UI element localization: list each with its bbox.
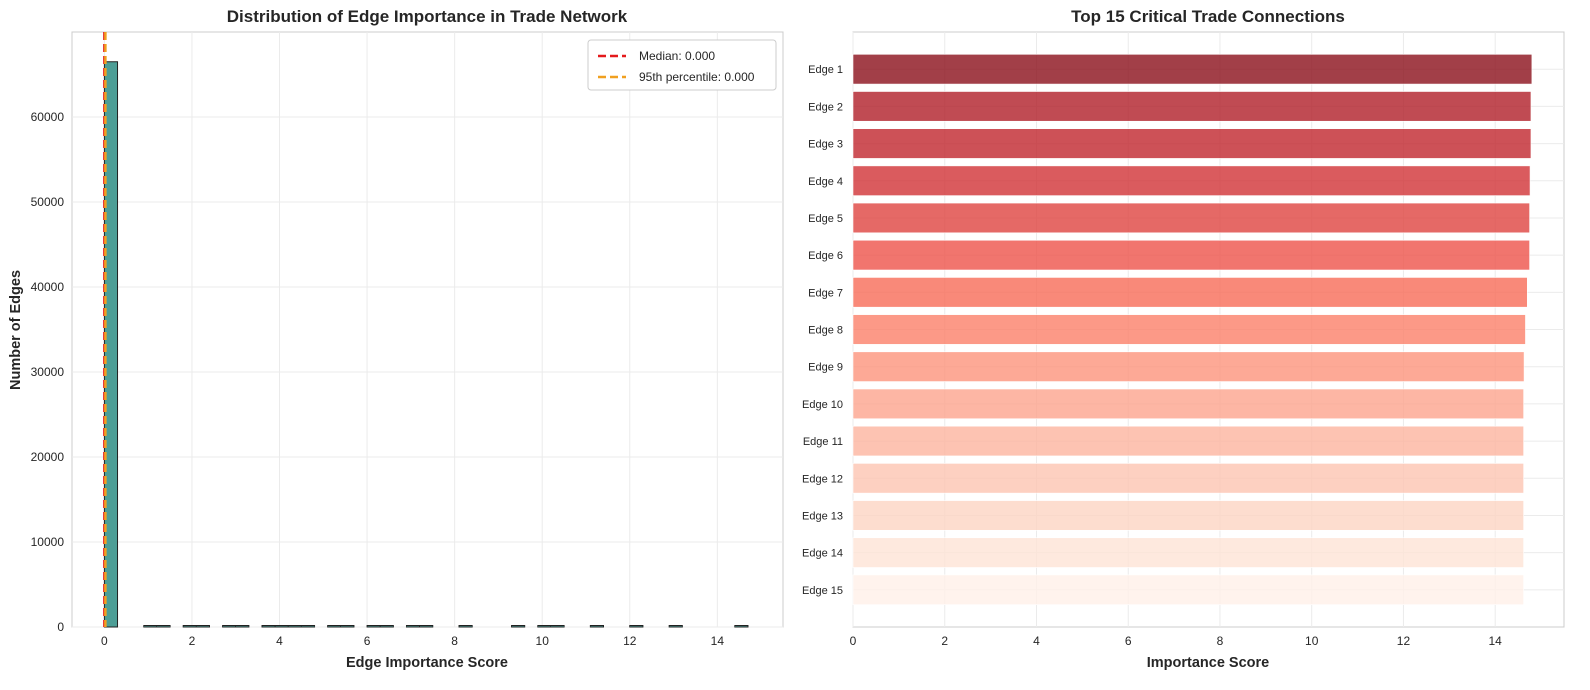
histogram-y-tick-label: 20000 bbox=[31, 450, 65, 464]
histogram-y-tick-label: 10000 bbox=[31, 535, 65, 549]
histogram-bar bbox=[550, 625, 565, 628]
histogram-x-ticks: 0 2 4 6 8 10 12 14 bbox=[101, 634, 724, 648]
top-connections-x-tick-label: 14 bbox=[1489, 634, 1503, 648]
top-connections-y-tick-label: Edge 7 bbox=[808, 287, 843, 299]
top-connections-x-tick-label: 0 bbox=[850, 634, 857, 648]
top-connections-y-tick-label: Edge 6 bbox=[808, 250, 843, 262]
histogram-title: Distribution of Edge Importance in Trade… bbox=[227, 7, 628, 26]
legend-median-label: Median: 0.000 bbox=[639, 49, 715, 63]
top-connections-y-tick-label: Edge 12 bbox=[802, 473, 843, 485]
histogram-bar bbox=[379, 625, 394, 628]
histogram-y-tick-label: 0 bbox=[57, 620, 64, 634]
top-connections-y-tick-label: Edge 3 bbox=[808, 139, 843, 151]
top-connections-bar bbox=[852, 537, 1524, 568]
histogram-x-tick-label: 2 bbox=[189, 634, 196, 648]
top-connections-y-tick-label: Edge 1 bbox=[808, 64, 843, 76]
top-connections-y-tick-label: Edge 2 bbox=[808, 101, 843, 113]
top-connections-y-tick-label: Edge 4 bbox=[808, 176, 843, 188]
top-connections-bar bbox=[852, 277, 1528, 308]
legend-p95-label: 95th percentile: 0.000 bbox=[639, 70, 755, 84]
histogram-bar bbox=[143, 625, 158, 628]
histogram-bar bbox=[274, 625, 289, 628]
histogram-x-tick-label: 10 bbox=[536, 634, 550, 648]
top-connections-bar bbox=[852, 574, 1524, 605]
histogram-bar bbox=[537, 625, 552, 628]
top-connections-x-tick-label: 12 bbox=[1397, 634, 1411, 648]
histogram-x-tick-label: 8 bbox=[451, 634, 458, 648]
histogram-bar bbox=[589, 625, 604, 628]
histogram-x-tick-label: 4 bbox=[276, 634, 283, 648]
histogram-legend: Median: 0.000 95th percentile: 0.000 bbox=[587, 39, 777, 91]
top-connections-x-tick-label: 8 bbox=[1217, 634, 1224, 648]
top-connections-y-tick-label: Edge 15 bbox=[802, 585, 843, 597]
top-connections-bar bbox=[852, 463, 1524, 494]
histogram-bar bbox=[182, 625, 197, 628]
top-connections-x-tick-label: 2 bbox=[941, 634, 948, 648]
histogram-bar bbox=[261, 625, 276, 628]
histogram-bar bbox=[511, 625, 526, 628]
histogram-bar bbox=[235, 625, 250, 628]
histogram-x-tick-label: 14 bbox=[711, 634, 725, 648]
top-connections-bars bbox=[852, 54, 1533, 605]
histogram-reference-lines bbox=[103, 32, 107, 627]
histogram-x-tick-label: 0 bbox=[101, 634, 108, 648]
top-connections-x-label: Importance Score bbox=[1147, 655, 1270, 671]
histogram-bar bbox=[734, 625, 749, 628]
histogram-y-tick-label: 50000 bbox=[31, 195, 65, 209]
histogram-y-tick-label: 40000 bbox=[31, 280, 65, 294]
histogram-y-ticks: 0 10000 20000 30000 40000 50000 60000 bbox=[31, 110, 65, 634]
histogram-bar bbox=[668, 625, 683, 628]
top-connections-bar bbox=[852, 165, 1531, 196]
top-connections-x-ticks: 0 2 4 6 8 10 12 14 bbox=[850, 634, 1503, 648]
histogram-bars bbox=[103, 61, 749, 628]
top-connections-bar bbox=[852, 388, 1524, 420]
top-connections-x-tick-label: 6 bbox=[1125, 634, 1132, 648]
top-connections-bar bbox=[852, 351, 1525, 382]
legend-frame bbox=[587, 39, 777, 91]
histogram-y-tick-label: 60000 bbox=[31, 110, 65, 124]
histogram-plot-area bbox=[71, 31, 784, 628]
top-connections-bar bbox=[852, 500, 1524, 531]
histogram-bar bbox=[300, 625, 316, 628]
histogram-panel: 0 2 4 6 8 10 12 14 0 10000 20000 30000 40000 50000 60… bbox=[8, 7, 784, 671]
top-connections-y-tick-label: Edge 5 bbox=[808, 213, 843, 225]
histogram-bar bbox=[340, 625, 355, 628]
histogram-x-tick-label: 12 bbox=[623, 634, 637, 648]
histogram-bar bbox=[287, 625, 302, 628]
top-connections-x-tick-label: 4 bbox=[1033, 634, 1040, 648]
histogram-bar bbox=[366, 625, 381, 628]
top-connections-y-tick-label: Edge 10 bbox=[802, 399, 843, 411]
histogram-bar bbox=[629, 625, 644, 628]
top-connections-y-tick-label: Edge 8 bbox=[808, 325, 843, 337]
histogram-bar bbox=[419, 625, 434, 628]
histogram-bar bbox=[222, 625, 237, 628]
top-connections-bar bbox=[852, 239, 1530, 271]
top-connections-title: Top 15 Critical Trade Connections bbox=[1071, 7, 1345, 26]
histogram-x-tick-label: 6 bbox=[364, 634, 371, 648]
top-connections-bar bbox=[852, 202, 1530, 234]
histogram-y-tick-label: 30000 bbox=[31, 365, 65, 379]
top-connections-bar bbox=[852, 314, 1526, 345]
top-connections-bar bbox=[852, 128, 1532, 159]
top-connections-bar bbox=[852, 425, 1524, 457]
histogram-x-label: Edge Importance Score bbox=[346, 655, 508, 671]
histogram-bar bbox=[195, 625, 210, 628]
histogram-grid bbox=[72, 32, 783, 628]
histogram-bar bbox=[327, 625, 342, 628]
top-connections-y-tick-label: Edge 14 bbox=[802, 548, 843, 560]
histogram-bar bbox=[156, 625, 171, 628]
top-connections-bar bbox=[852, 54, 1533, 85]
histogram-y-label: Number of Edges bbox=[8, 270, 24, 390]
top-connections-bar bbox=[852, 91, 1532, 122]
top-connections-y-ticks: Edge 1 Edge 2 Edge 3 Edge 4 Edge 5 Edge 6 Edge… bbox=[802, 64, 843, 597]
top-connections-y-tick-label: Edge 13 bbox=[802, 510, 843, 522]
histogram-bar bbox=[458, 625, 473, 628]
histogram-bar bbox=[405, 625, 421, 628]
top-connections-y-tick-label: Edge 9 bbox=[808, 362, 843, 374]
top-connections-y-tick-label: Edge 11 bbox=[803, 436, 843, 448]
top-connections-x-tick-label: 10 bbox=[1305, 634, 1319, 648]
